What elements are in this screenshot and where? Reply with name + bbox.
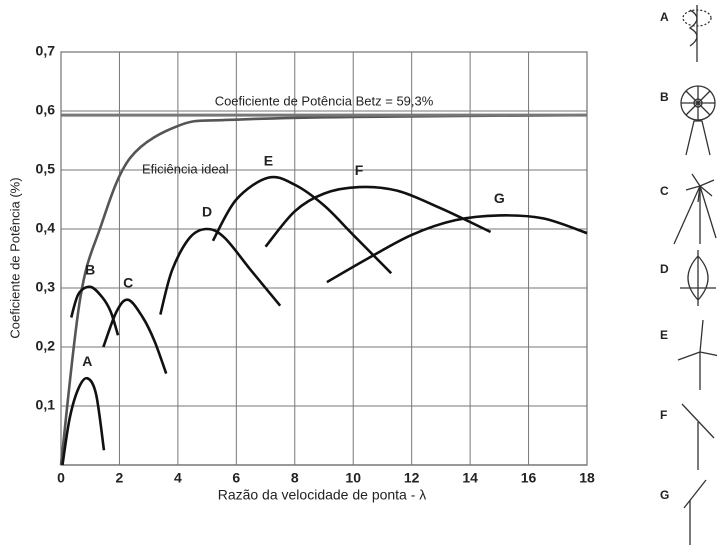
y-tick-label: 0,7 [36, 43, 56, 59]
series-label: Coeficiente de Potência Betz = 59,3% [215, 94, 434, 109]
series-label: G [494, 190, 505, 206]
turbine-icons: A B C D E F G [660, 5, 717, 545]
series-line [61, 115, 587, 465]
icon-letter: D [660, 262, 669, 276]
x-tick-label: 12 [404, 470, 420, 486]
series-label: C [123, 275, 133, 291]
x-tick-label: 14 [462, 470, 478, 486]
chart: Razão da velocidade de ponta - λ Coefici… [0, 0, 717, 548]
y-tick-label: 0,3 [36, 279, 56, 295]
series-line [103, 300, 166, 374]
x-tick-label: 10 [345, 470, 361, 486]
icon-one-blade [684, 480, 706, 545]
x-tick-label: 0 [57, 470, 65, 486]
series-label: E [264, 152, 273, 168]
icon-three-blade [678, 320, 717, 390]
series-line [266, 187, 491, 247]
series-label: B [85, 262, 95, 278]
y-axis-label: Coeficiente de Potência (%) [7, 177, 22, 338]
series-label: F [355, 162, 364, 178]
y-tick-label: 0,4 [36, 220, 56, 236]
icon-multiblade [681, 86, 715, 155]
x-tick-label: 16 [521, 470, 537, 486]
x-tick-label: 6 [232, 470, 240, 486]
series-label: Eficiência ideal [142, 162, 229, 177]
y-tick-label: 0,1 [36, 397, 56, 413]
icon-letter: F [660, 408, 667, 422]
x-axis-label: Razão da velocidade de ponta - λ [218, 487, 427, 503]
y-tick-label: 0,2 [36, 338, 56, 354]
icon-letter: G [660, 488, 669, 502]
y-tick-label: 0,5 [36, 161, 56, 177]
x-tick-label: 8 [291, 470, 299, 486]
x-tick-label: 2 [116, 470, 124, 486]
series-label: A [82, 353, 92, 369]
y-tick-label: 0,6 [36, 102, 56, 118]
icon-two-blade [682, 404, 714, 470]
icon-letter: A [660, 10, 669, 24]
icon-letter: B [660, 90, 669, 104]
series-line [213, 177, 391, 273]
x-tick-label: 4 [174, 470, 182, 486]
series-label: D [202, 204, 212, 220]
icon-letter: C [660, 184, 669, 198]
x-tick-label: 18 [579, 470, 595, 486]
icon-letter: E [660, 328, 668, 342]
icon-savonius [683, 5, 711, 62]
icon-darrieus [680, 250, 716, 306]
icon-sail [674, 174, 716, 244]
